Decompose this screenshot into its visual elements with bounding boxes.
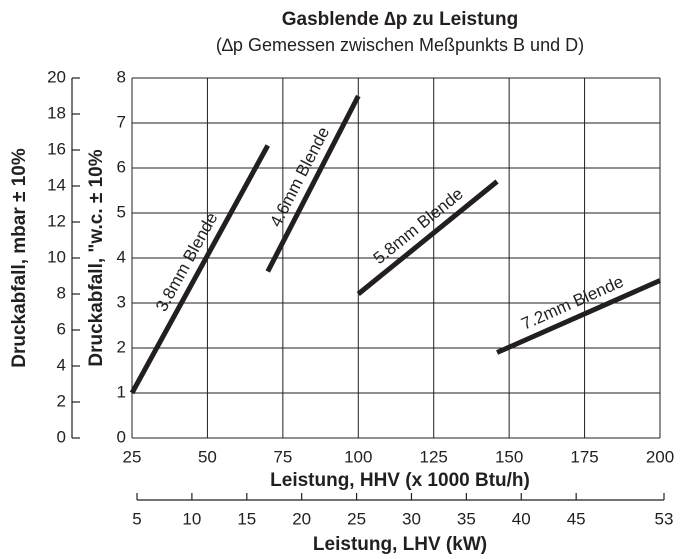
- y2-tick-label: 0: [57, 427, 66, 446]
- x2-tick-label: 53: [655, 509, 674, 528]
- y2-tick-label: 2: [57, 391, 66, 410]
- chart-subtitle: (∆p Gemessen zwischen Meßpunkts B und D): [216, 35, 584, 55]
- y2-tick-label: 8: [57, 283, 66, 302]
- y2-tick-label: 16: [47, 139, 66, 158]
- x2-tick-label: 10: [182, 509, 201, 528]
- y2-axis-label: Druckabfall, mbar ± 10%: [9, 148, 30, 368]
- x2-tick-label: 5: [132, 509, 141, 528]
- x-axis-label: Leistung, HHV (x 1000 Btu/h): [270, 470, 530, 491]
- x2-tick-label: 40: [512, 509, 531, 528]
- x2-tick-label: 15: [237, 509, 256, 528]
- x-tick-label: 175: [570, 447, 598, 466]
- x2-tick-label: 20: [292, 509, 311, 528]
- x2-axis-label: Leistung, LHV (kW): [313, 534, 487, 555]
- y2-tick-label: 12: [47, 211, 66, 230]
- y2-tick-label: 18: [47, 103, 66, 122]
- x-tick-label: 25: [123, 447, 142, 466]
- line: [129, 144, 270, 395]
- y-tick-label: 4: [117, 247, 126, 266]
- chart-title: Gasblende ∆p zu Leistung: [282, 9, 518, 30]
- y-tick-label: 5: [117, 202, 126, 221]
- y2-tick-label: 14: [47, 175, 66, 194]
- x-tick-label: 75: [273, 447, 292, 466]
- y-tick-label: 6: [117, 157, 126, 176]
- x2-tick-label: 35: [457, 509, 476, 528]
- x-tick-label: 50: [198, 447, 217, 466]
- x2-tick-label: 30: [402, 509, 421, 528]
- series-label: 3.8mm Blende: [152, 209, 221, 314]
- y-tick-label: 3: [117, 292, 126, 311]
- y-tick-label: 2: [117, 337, 126, 356]
- x-tick-label: 125: [420, 447, 448, 466]
- line: [265, 94, 361, 273]
- y-axis-label: Druckabfall, "w.c. ± 10%: [86, 149, 107, 366]
- x-tick-label: 150: [495, 447, 523, 466]
- y2-tick-label: 10: [47, 247, 66, 266]
- y-tick-label: 1: [117, 382, 126, 401]
- x-tick-label: 100: [344, 447, 372, 466]
- y-tick-label: 7: [117, 112, 126, 131]
- series-label: 5.8mm Blende: [370, 184, 467, 268]
- line: [496, 278, 662, 355]
- y-tick-label: 0: [117, 427, 126, 446]
- y2-tick-label: 6: [57, 319, 66, 338]
- y-tick-label: 8: [117, 67, 126, 86]
- y2-tick-label: 20: [47, 67, 66, 86]
- x2-tick-label: 25: [347, 509, 366, 528]
- y2-tick-label: 4: [57, 355, 66, 374]
- x-tick-label: 200: [646, 447, 674, 466]
- x2-tick-label: 45: [567, 509, 586, 528]
- line: [356, 179, 499, 296]
